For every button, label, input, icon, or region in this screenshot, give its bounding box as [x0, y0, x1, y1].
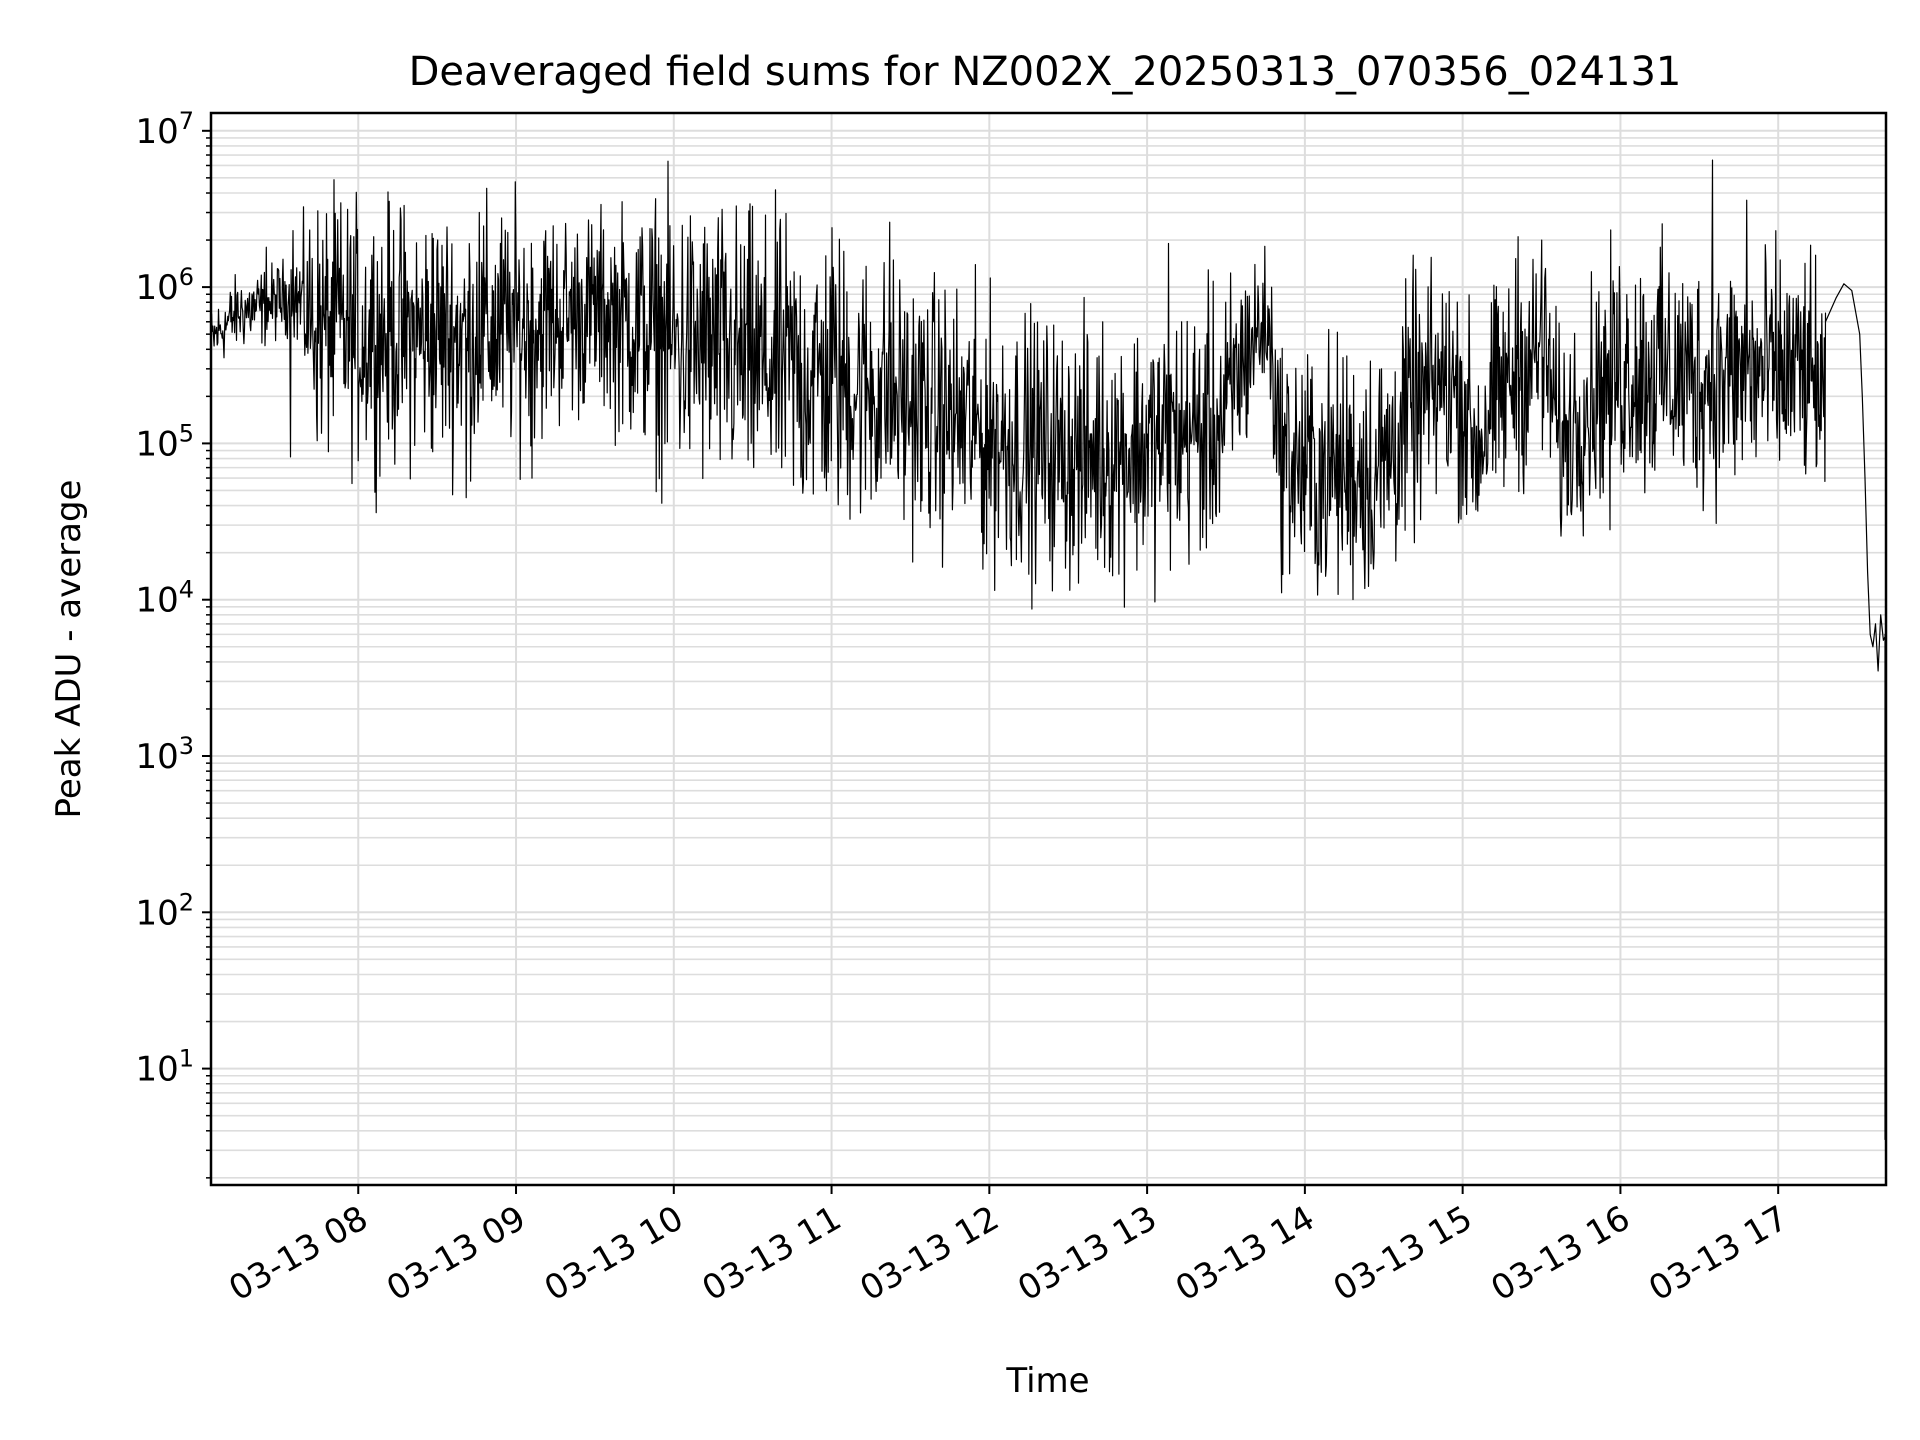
y-tick-label: 104	[135, 576, 194, 621]
y-tick-label: 101	[135, 1045, 194, 1090]
y-tick-label: 105	[135, 419, 194, 464]
y-tick-label: 103	[135, 732, 194, 777]
chart-title: Deaveraged field sums for NZ002X_2025031…	[409, 49, 1682, 95]
y-tick-label: 102	[135, 888, 194, 933]
y-axis-label: Peak ADU - average	[49, 480, 89, 819]
series-line	[210, 159, 1887, 1140]
grid-lines	[211, 113, 1886, 1185]
y-axis-ticks: 101 102 103 104 105 106 107	[135, 107, 211, 1179]
series-path	[210, 159, 1887, 1140]
y-tick-label: 106	[135, 263, 194, 308]
x-axis-label: Time	[1005, 1361, 1089, 1401]
y-tick-label: 107	[135, 107, 194, 152]
plot-frame	[209, 111, 1888, 1187]
